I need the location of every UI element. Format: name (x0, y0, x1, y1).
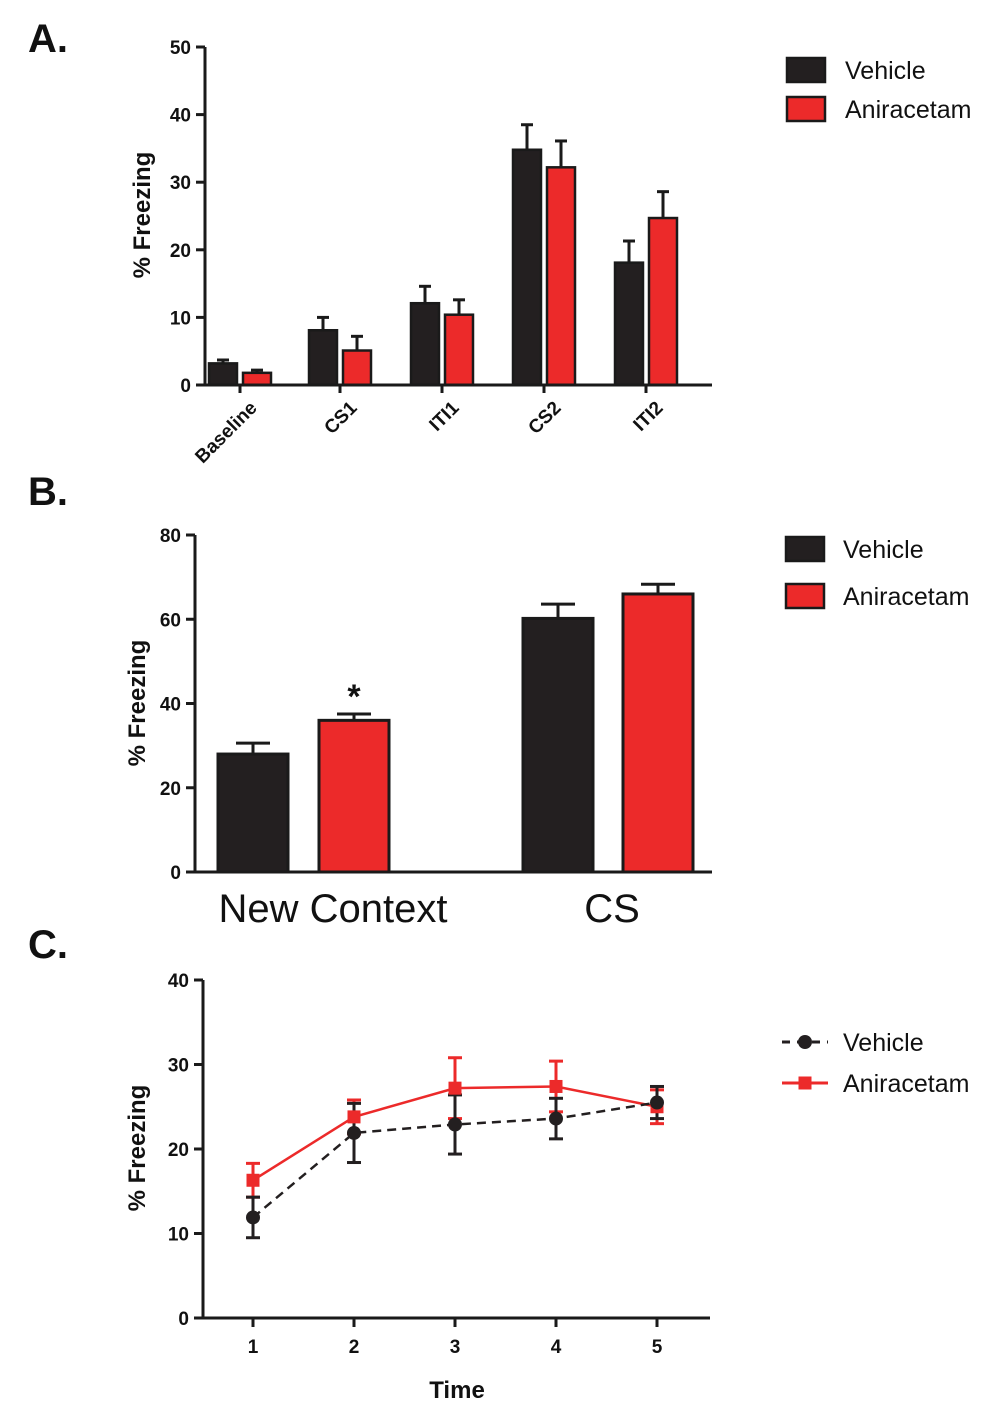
panel-a-chart: Baseline CS1 ITI1 CS2 ITI2 0 10 20 30 40 50 % Freez… (129, 38, 971, 468)
y-tick-label-0: 0 (170, 863, 181, 884)
point-vehicle-t2 (347, 1125, 361, 1140)
bar-aniracetam-iti2 (647, 216, 679, 387)
panel-a-label: A. (28, 17, 68, 61)
x-category-label-new-context: New Context (219, 887, 448, 931)
point-vehicle-t3 (448, 1117, 462, 1132)
significance-star: * (347, 678, 361, 716)
point-vehicle-t5 (650, 1095, 664, 1110)
legend-label-aniracetam: Aniracetam (843, 1070, 969, 1098)
y-tick-label-40: 40 (170, 106, 191, 127)
x-tick-label-iti1: ITI1 (426, 397, 464, 435)
x-tick-label-iti2: ITI2 (630, 398, 668, 436)
legend-marker-vehicle (798, 1035, 812, 1049)
y-tick-label-30: 30 (170, 173, 191, 194)
y-tick-label-60: 60 (160, 610, 181, 631)
bar-aniracetam-cs (621, 592, 695, 874)
y-axis-title: % Freezing (129, 152, 156, 279)
legend-label-aniracetam: Aniracetam (843, 583, 969, 611)
bar-vehicle-cs (521, 616, 595, 874)
point-vehicle-t1 (246, 1210, 260, 1225)
y-tick-label-20: 20 (160, 779, 181, 800)
y-tick-label-0: 0 (178, 1309, 189, 1330)
point-aniracetam-t1 (246, 1173, 260, 1187)
x-tick-label-4: 4 (551, 1337, 562, 1358)
x-tick-label-cs2: CS2 (525, 398, 566, 439)
y-tick-label-80: 80 (160, 526, 181, 547)
y-tick-label-0: 0 (180, 376, 191, 397)
y-tick-label-10: 10 (168, 1225, 189, 1246)
y-tick-label-20: 20 (170, 241, 191, 262)
x-tick-label-1: 1 (248, 1337, 259, 1358)
y-tick-label-50: 50 (170, 38, 191, 59)
point-vehicle-t4 (549, 1111, 563, 1126)
x-category-label-cs: CS (584, 887, 640, 931)
bar-aniracetam-baseline (241, 371, 273, 387)
panel-b-label: B. (28, 470, 68, 514)
bar-vehicle-new-context (216, 752, 290, 874)
point-aniracetam-t3 (448, 1081, 462, 1095)
bar-vehicle-iti2 (613, 261, 645, 387)
y-tick-label-40: 40 (168, 971, 189, 992)
x-tick-label-5: 5 (652, 1337, 663, 1358)
legend-label-aniracetam: Aniracetam (845, 96, 971, 124)
legend-marker-aniracetam (798, 1076, 812, 1090)
bar-aniracetam-iti1 (443, 313, 475, 387)
x-tick-label-cs1: CS1 (321, 397, 362, 438)
bar-vehicle-baseline (207, 362, 239, 387)
point-aniracetam-t4 (549, 1079, 563, 1093)
bar-vehicle-cs2 (511, 148, 543, 387)
y-axis-title: % Freezing (124, 640, 151, 767)
bar-vehicle-iti1 (409, 301, 441, 387)
bar-aniracetam-new-context (317, 718, 391, 874)
legend-label-vehicle: Vehicle (845, 57, 926, 85)
legend-swatch-vehicle (785, 56, 827, 84)
x-tick-label-3: 3 (450, 1337, 461, 1358)
legend-swatch-vehicle (784, 535, 826, 563)
y-tick-label-20: 20 (168, 1140, 189, 1161)
panel-c-chart: 0 10 20 30 40 1 2 3 4 5 Time % Freezing Vehicle Anira… (124, 971, 969, 1404)
legend-swatch-aniracetam (785, 95, 827, 123)
legend-label-vehicle: Vehicle (843, 536, 924, 564)
y-tick-label-40: 40 (160, 695, 181, 716)
panel-b-chart: New Context CS * 0 20 40 60 80 % Freezing Vehicle… (124, 526, 969, 931)
bar-aniracetam-cs2 (545, 166, 577, 387)
y-tick-label-10: 10 (170, 308, 191, 329)
x-tick-label-2: 2 (349, 1337, 360, 1358)
point-aniracetam-t2 (347, 1110, 361, 1124)
x-tick-label-baseline: Baseline (191, 398, 261, 468)
x-axis-title: Time (429, 1377, 485, 1404)
y-tick-label-30: 30 (168, 1056, 189, 1077)
panel-c-label: C. (28, 923, 68, 967)
bar-vehicle-cs1 (307, 328, 339, 387)
legend-label-vehicle: Vehicle (843, 1029, 924, 1057)
y-axis-title: % Freezing (124, 1085, 151, 1212)
legend-swatch-aniracetam (784, 582, 826, 610)
bar-aniracetam-cs1 (341, 349, 373, 387)
